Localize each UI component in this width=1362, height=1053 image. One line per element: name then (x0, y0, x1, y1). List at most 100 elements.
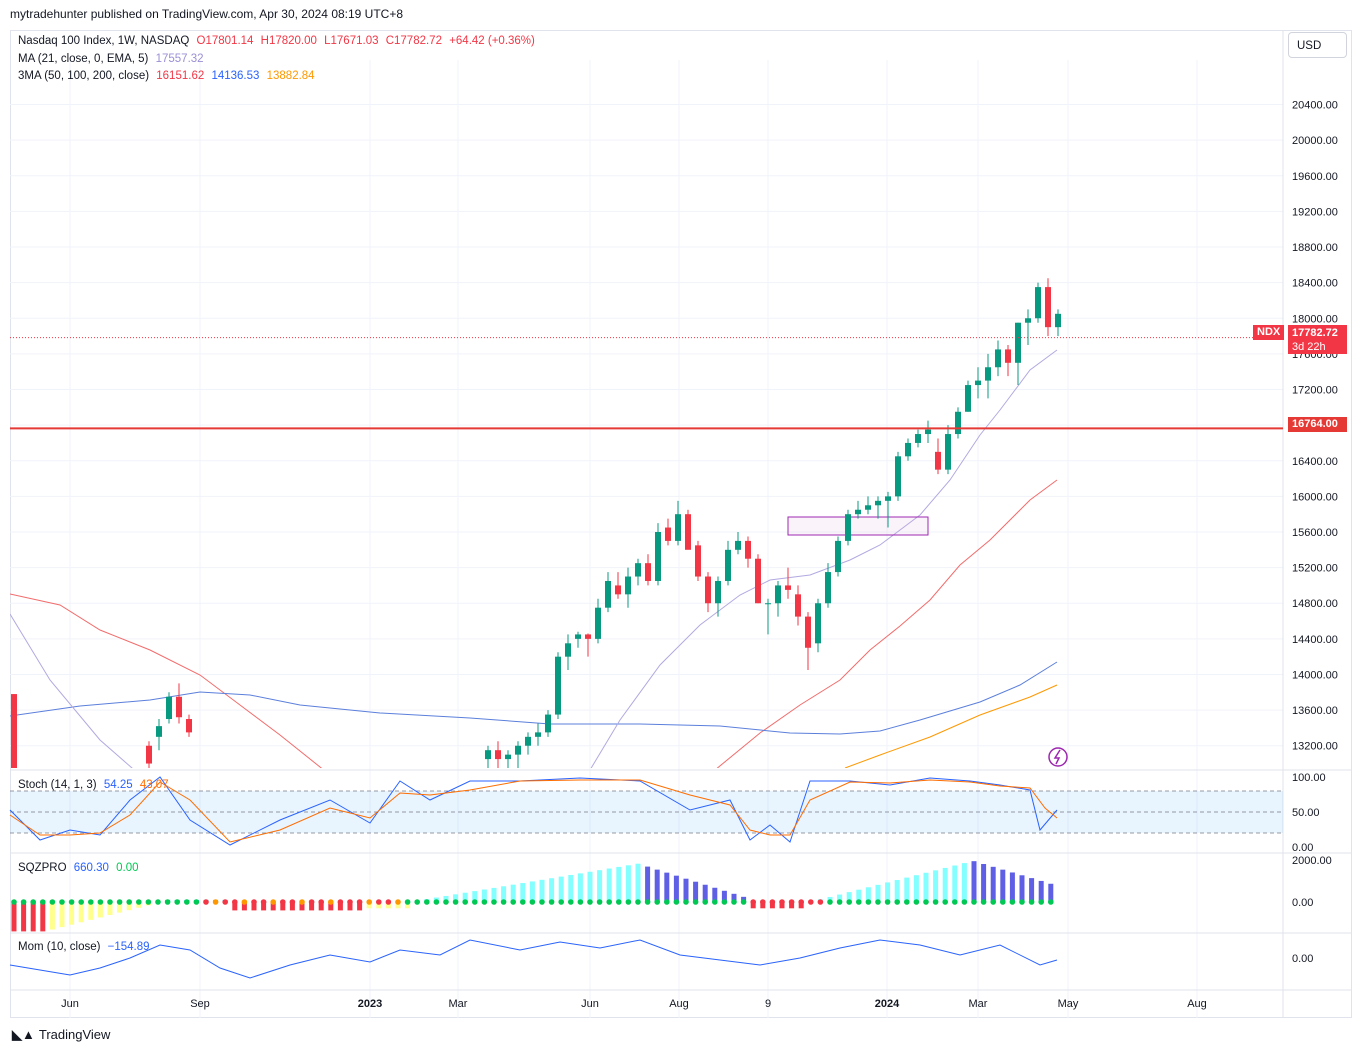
candle-body (895, 456, 901, 497)
sqz-bar (299, 902, 305, 911)
squeeze-dot (606, 899, 612, 905)
candle-body (635, 563, 641, 577)
squeeze-dot (904, 899, 910, 905)
squeeze-dot (817, 899, 824, 905)
y-tick-label: 19200.00 (1292, 206, 1338, 218)
candle-body (915, 434, 921, 443)
sqz-bar (88, 902, 94, 920)
y-tick-label: 15200.00 (1292, 563, 1338, 575)
squeeze-dot (932, 899, 939, 905)
sqz-bar (491, 887, 497, 902)
sqz-bar (971, 861, 977, 902)
sqz-bar (875, 884, 881, 902)
squeeze-dot (299, 899, 305, 905)
sqz-bar (981, 863, 987, 902)
y-tick-label: 14800.00 (1292, 598, 1338, 610)
currency-button[interactable]: USD (1288, 32, 1347, 58)
squeeze-dot (568, 899, 574, 905)
sqz-bar (865, 887, 871, 902)
flash-icon (1048, 747, 1068, 767)
squeeze-dot (174, 899, 180, 905)
legend-ma-label[interactable]: MA (21, close, 0, EMA, 5) (18, 53, 149, 65)
sqz-bar (961, 863, 967, 902)
legend-3ma-label[interactable]: 3MA (50, 100, 200, close) (18, 70, 150, 82)
legend-stoch-label[interactable]: Stoch (14, 1, 3) (18, 779, 97, 791)
sqz-bar (731, 893, 737, 902)
candle-body (505, 754, 511, 760)
sqz-bar (654, 869, 660, 902)
legend-symbol[interactable]: Nasdaq 100 Index, 1W, NASDAQ (18, 35, 190, 47)
squeeze-dot (20, 899, 27, 905)
legend-stoch: Stoch (14, 1, 3) 54.25 43.07 (18, 779, 173, 791)
candle-body (815, 603, 821, 644)
legend-mom-label[interactable]: Mom (10, close) (18, 941, 101, 953)
candle-body (495, 750, 501, 760)
squeeze-dot (366, 899, 373, 905)
squeeze-dot (337, 899, 344, 905)
candle-body (1025, 318, 1031, 323)
brand-name: TradingView (38, 1027, 111, 1042)
x-tick-label: Jun (581, 998, 599, 1010)
sqz-bar (990, 866, 996, 902)
ma200-line (844, 684, 1058, 768)
candle-body (655, 532, 661, 581)
legend-sqz-label[interactable]: SQZPRO (18, 862, 67, 874)
squeeze-dot (116, 899, 123, 905)
candle-body (1035, 287, 1041, 319)
sqz-bar (693, 881, 699, 902)
x-tick-label: Aug (1187, 998, 1207, 1010)
squeeze-dot (577, 899, 584, 905)
sqz-bar (702, 884, 708, 902)
candle-body (745, 540, 751, 559)
candle-body (825, 572, 831, 604)
squeeze-dot (798, 899, 804, 905)
squeeze-dot (1009, 899, 1016, 905)
candle-body (585, 634, 591, 639)
squeeze-dot (865, 899, 872, 905)
squeeze-dot (280, 899, 286, 905)
squeeze-dot (760, 899, 766, 905)
x-tick-label: 2024 (875, 998, 900, 1010)
candle-body (925, 429, 931, 435)
sqz-bar (78, 902, 84, 923)
sqz-bar (11, 902, 17, 932)
sqz-bar (597, 870, 603, 902)
squeeze-dot (414, 899, 421, 905)
candle-body (515, 745, 521, 755)
squeeze-dot (222, 899, 228, 905)
sqz-bar (635, 863, 641, 902)
candle-body (555, 656, 561, 715)
sqz-bar (376, 902, 382, 909)
squeeze-dot (558, 899, 564, 905)
squeeze-dot (644, 899, 651, 905)
legend-3ma: 3MA (50, 100, 200, close) 16151.62 14136… (18, 70, 319, 82)
sqz-bar (366, 902, 372, 909)
squeeze-dot (884, 899, 891, 905)
squeeze-dot (395, 899, 401, 905)
legend-sqz-v1: 660.30 (73, 862, 109, 874)
squeeze-dot (990, 899, 996, 905)
squeeze-dot (232, 899, 238, 905)
squeeze-dot (1019, 899, 1025, 905)
sqz-bar (606, 868, 612, 902)
candle-body (695, 545, 701, 577)
legend-ma: MA (21, close, 0, EMA, 5) 17557.32 (18, 53, 208, 65)
y-tick-label: 13200.00 (1292, 741, 1338, 753)
y-tick-label: 18400.00 (1292, 278, 1338, 290)
squeeze-dot (520, 899, 526, 905)
published-line: mytradehunter published on TradingView.c… (10, 7, 404, 21)
legend-sqz-v2: 0.00 (116, 862, 139, 874)
squeeze-dot (961, 899, 968, 905)
sqz-bar (558, 876, 564, 902)
candle-body (715, 580, 721, 604)
squeeze-dot (289, 899, 296, 905)
sqz-bar (933, 870, 939, 902)
squeeze-dot (270, 899, 277, 905)
squeeze-dot (923, 899, 929, 905)
sqz-bar (885, 882, 891, 902)
squeeze-dot (404, 899, 411, 905)
squeeze-dot (241, 899, 248, 905)
squeeze-dot (856, 899, 862, 905)
legend-3ma-v1: 16151.62 (156, 70, 205, 82)
